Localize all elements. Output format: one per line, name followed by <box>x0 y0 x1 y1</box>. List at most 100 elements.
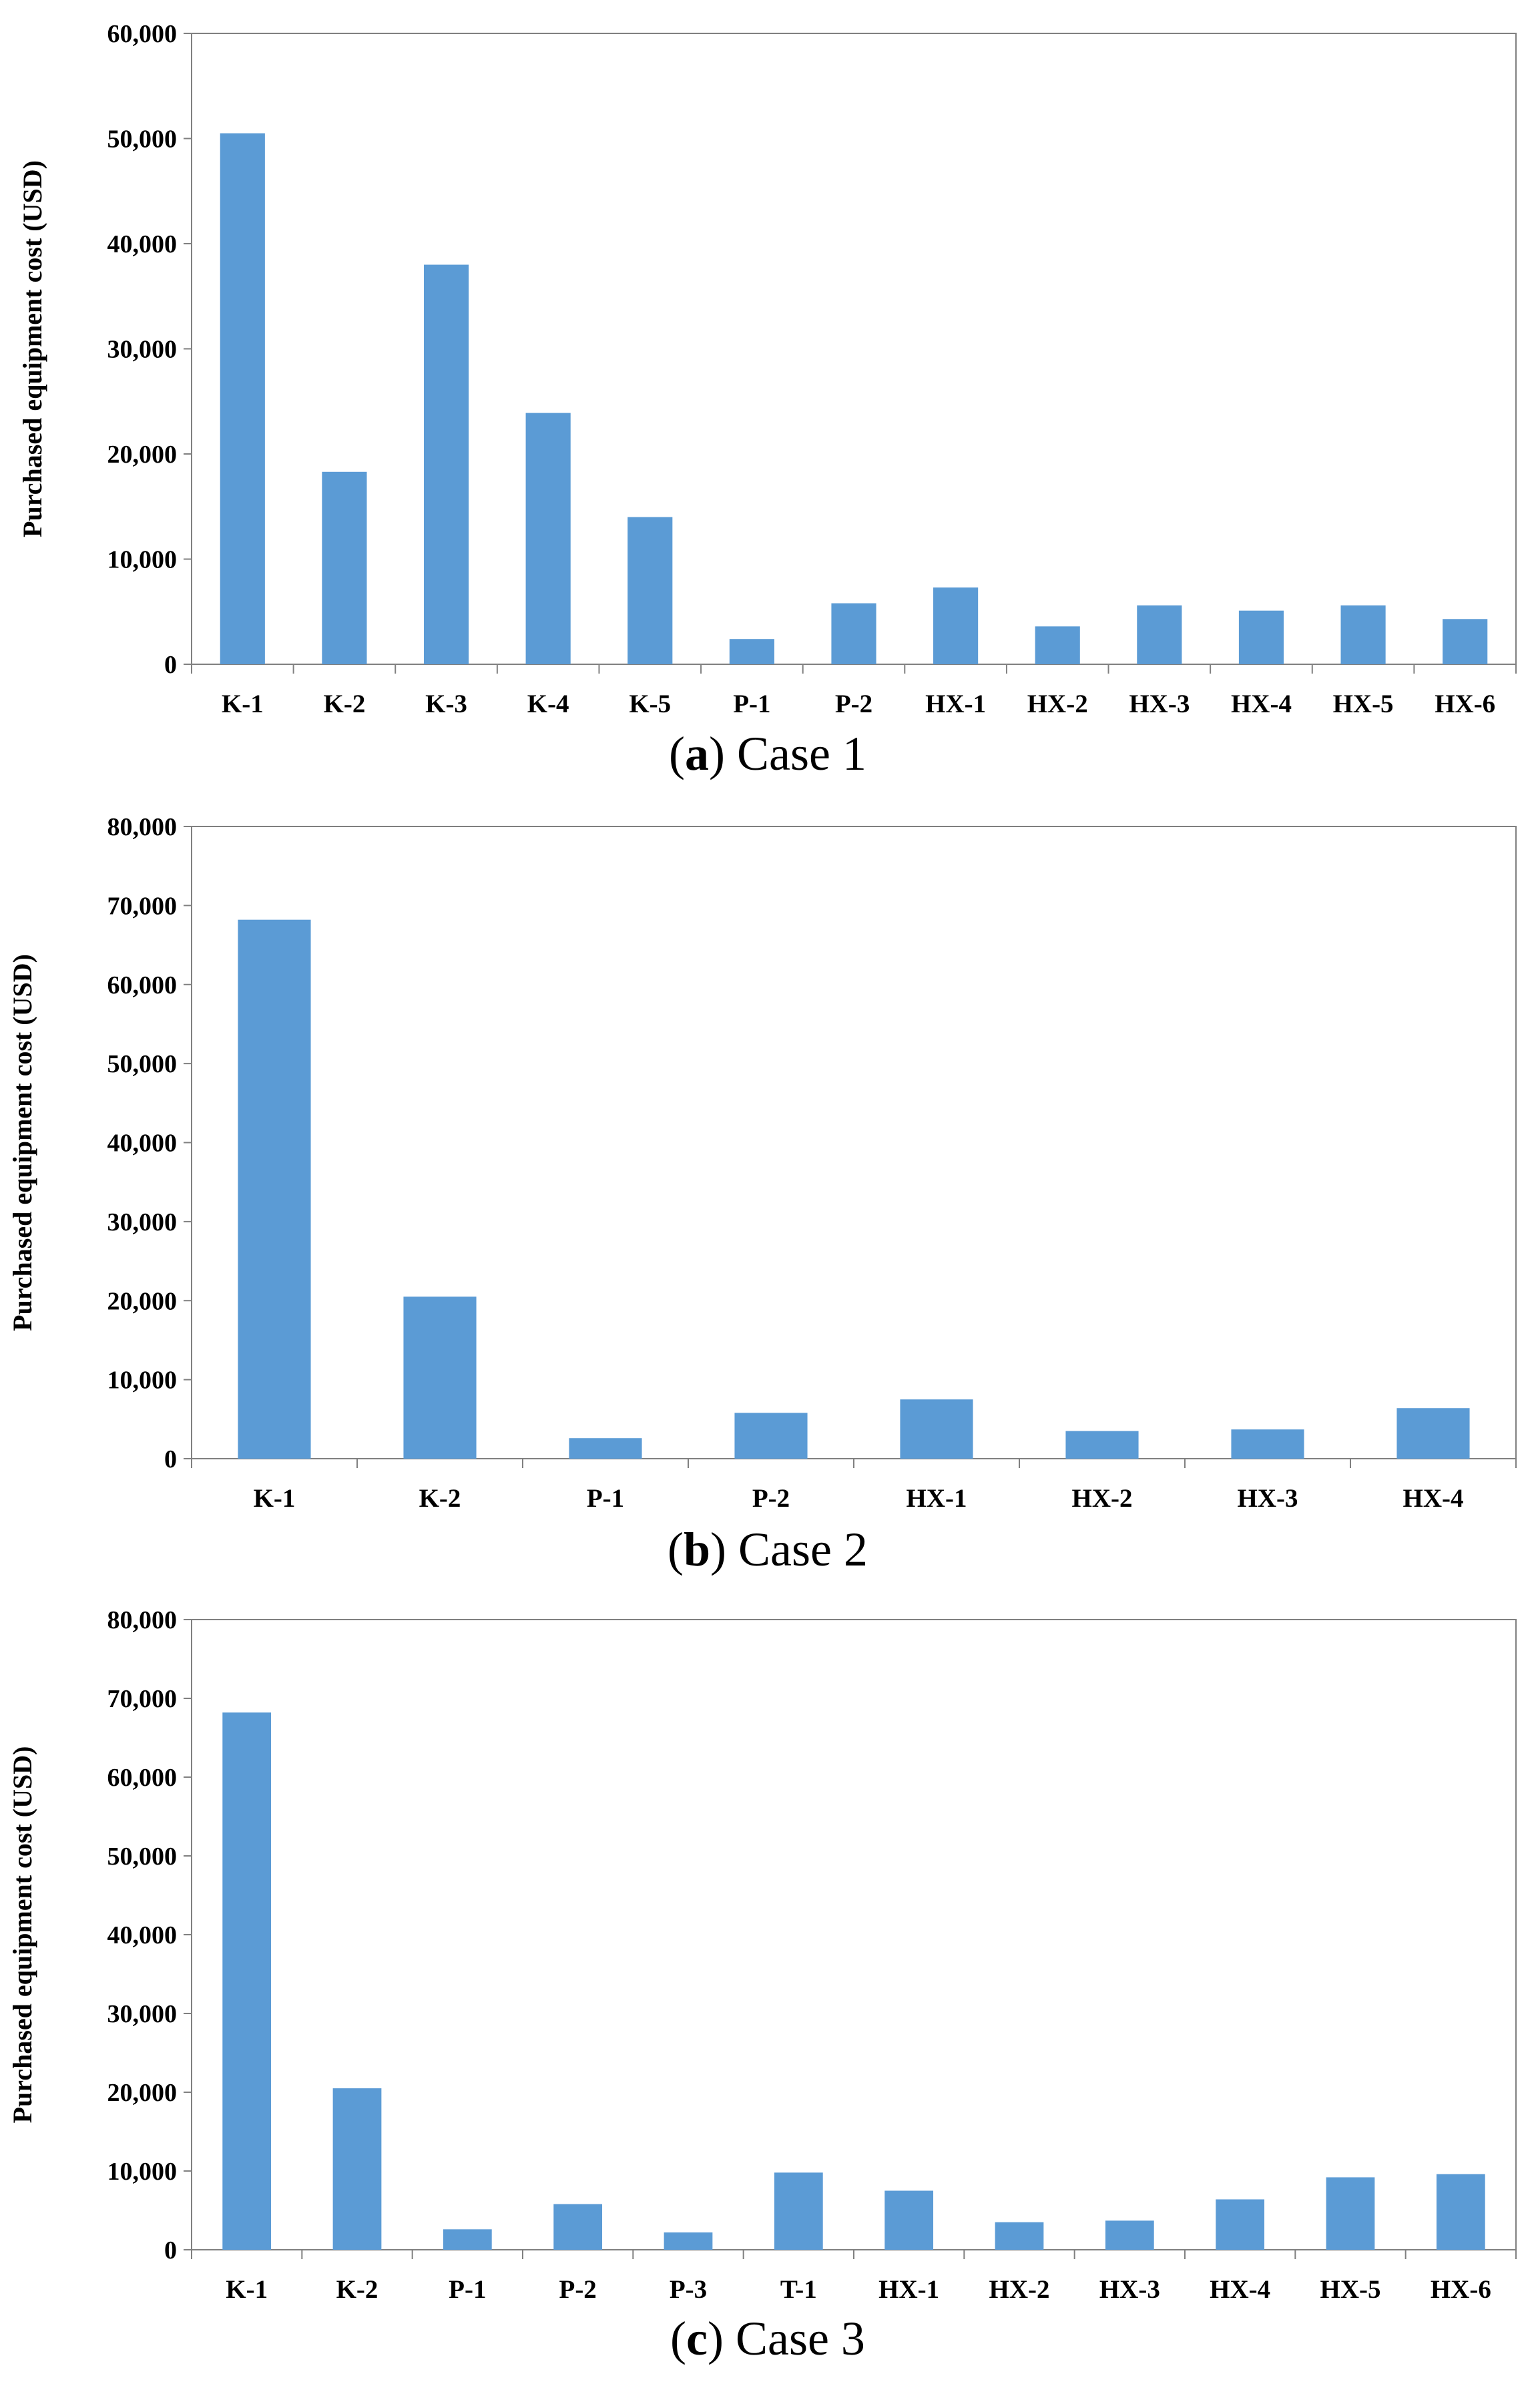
y-tick-label: 60,000 <box>107 1764 178 1792</box>
bar-hx-2 <box>1065 1431 1139 1459</box>
bar-k-1 <box>222 1712 272 2250</box>
x-tick-label: HX-2 <box>1027 690 1088 718</box>
bar-p-2 <box>734 1413 808 1459</box>
y-tick-label: 60,000 <box>107 20 178 48</box>
y-tick-label: 80,000 <box>107 813 178 841</box>
y-tick-label: 40,000 <box>107 1130 178 1158</box>
y-tick-label: 10,000 <box>107 1367 178 1395</box>
bar-hx-3 <box>1105 2220 1154 2250</box>
x-tick-label: HX-5 <box>1333 690 1394 718</box>
y-tick-label: 0 <box>164 651 177 679</box>
bar-hx-3 <box>1137 605 1182 664</box>
y-tick-label: 70,000 <box>107 1685 178 1713</box>
y-axis-title: Purchased equipment cost (USD) <box>7 1746 37 2124</box>
bar-k-2 <box>403 1296 477 1459</box>
x-tick-label: K-1 <box>254 1484 296 1513</box>
bar-p-1 <box>729 639 774 664</box>
x-tick-label: P-1 <box>449 2275 486 2304</box>
bar-p-2 <box>553 2204 603 2250</box>
bar-p-3 <box>664 2232 713 2250</box>
bar-t-1 <box>774 2172 823 2250</box>
y-tick-label: 0 <box>164 2236 177 2264</box>
y-tick-label: 0 <box>164 1445 177 1473</box>
chart-1: 0 10,000 20,000 30,000 40,000 50,000 60,000 K-1… <box>17 20 1517 780</box>
y-tick-label: 50,000 <box>107 126 178 154</box>
bar-hx-4 <box>1238 610 1284 664</box>
chart-caption: (b) Case 2 <box>668 1523 868 1576</box>
y-tick-label: 50,000 <box>107 1050 178 1078</box>
x-tick-label: K-5 <box>629 690 671 718</box>
x-tick-label: K-1 <box>226 2275 268 2304</box>
y-axis-title: Purchased equipment cost (USD) <box>17 160 47 537</box>
x-tick-label: HX-2 <box>989 2275 1050 2304</box>
y-tick-label: 20,000 <box>107 441 178 469</box>
bar-k-1 <box>220 133 265 664</box>
caption-paren: ( <box>669 727 685 780</box>
y-tick-label: 70,000 <box>107 892 178 920</box>
y-tick-label: 20,000 <box>107 2079 178 2107</box>
bar-k-2 <box>332 2088 382 2250</box>
x-tick-label: K-2 <box>336 2275 378 2304</box>
bar-hx-3 <box>1231 1429 1304 1459</box>
x-tick-label: K-2 <box>419 1484 461 1513</box>
bar-hx-4 <box>1216 2199 1265 2250</box>
x-tick-label: HX-5 <box>1320 2275 1381 2304</box>
chart-2: 0 10,000 20,000 30,000 40,000 50,000 60,000 70,… <box>7 813 1517 1576</box>
bar-hx-5 <box>1326 2177 1375 2250</box>
y-tick-label: 30,000 <box>107 2000 178 2028</box>
chart-caption: (c) Case 3 <box>670 2312 865 2365</box>
x-tick-label: HX-2 <box>1072 1484 1133 1513</box>
bar-p-1 <box>569 1438 642 1459</box>
x-tick-label: HX-1 <box>907 1484 967 1513</box>
y-tick-label: 30,000 <box>107 336 178 364</box>
x-tick-label: HX-6 <box>1431 2275 1491 2304</box>
bar-hx-6 <box>1443 619 1488 664</box>
chart-3: 0 10,000 20,000 30,000 40,000 50,000 60,000 70,… <box>7 1606 1517 2365</box>
x-tick-label: HX-4 <box>1231 690 1292 718</box>
x-tick-label: HX-3 <box>1099 2275 1160 2304</box>
bar-k-4 <box>525 413 571 664</box>
y-tick-label: 80,000 <box>107 1606 178 1634</box>
x-tick-label: P-3 <box>670 2275 707 2304</box>
x-tick-label: K-1 <box>222 690 264 718</box>
caption-text: ) Case 2 <box>710 1523 868 1576</box>
caption-letter: c <box>686 2312 708 2365</box>
caption-paren: ( <box>670 2312 686 2365</box>
x-tick-label: P-2 <box>752 1484 790 1513</box>
bar-k-5 <box>627 517 673 664</box>
x-tick-label: HX-4 <box>1403 1484 1464 1513</box>
bar-k-2 <box>322 471 367 664</box>
x-tick-label: HX-1 <box>925 690 986 718</box>
y-tick-label: 60,000 <box>107 971 178 999</box>
bar-k-3 <box>423 264 469 664</box>
x-tick-label: K-4 <box>527 690 569 718</box>
y-tick-label: 10,000 <box>107 546 178 574</box>
x-tick-label: HX-4 <box>1210 2275 1270 2304</box>
y-tick-label: 50,000 <box>107 1843 178 1871</box>
caption-paren: ( <box>668 1523 684 1576</box>
plot-frame <box>191 33 1517 665</box>
x-tick-label: HX-6 <box>1435 690 1495 718</box>
plot-frame <box>191 1619 1517 2250</box>
bar-hx-1 <box>900 1399 973 1459</box>
bar-p-2 <box>831 603 876 664</box>
bar-hx-4 <box>1396 1408 1470 1459</box>
x-tick-label: P-1 <box>587 1484 624 1513</box>
chart-caption: (a) Case 1 <box>669 727 866 780</box>
y-axis-title: Purchased equipment cost (USD) <box>7 954 37 1331</box>
x-tick-label: K-3 <box>425 690 467 718</box>
x-tick-label: P-2 <box>559 2275 597 2304</box>
x-tick-label: P-2 <box>835 690 872 718</box>
bar-hx-2 <box>995 2222 1044 2250</box>
x-tick-label: K-2 <box>324 690 366 718</box>
bar-hx-1 <box>933 587 979 664</box>
y-tick-label: 40,000 <box>107 230 178 258</box>
bar-hx-5 <box>1340 605 1386 664</box>
caption-letter: a <box>685 727 709 780</box>
y-tick-label: 30,000 <box>107 1208 178 1236</box>
y-tick-label: 10,000 <box>107 2158 178 2186</box>
bar-hx-6 <box>1436 2174 1485 2250</box>
x-tick-label: T-1 <box>780 2275 817 2304</box>
bar-hx-2 <box>1035 626 1080 664</box>
